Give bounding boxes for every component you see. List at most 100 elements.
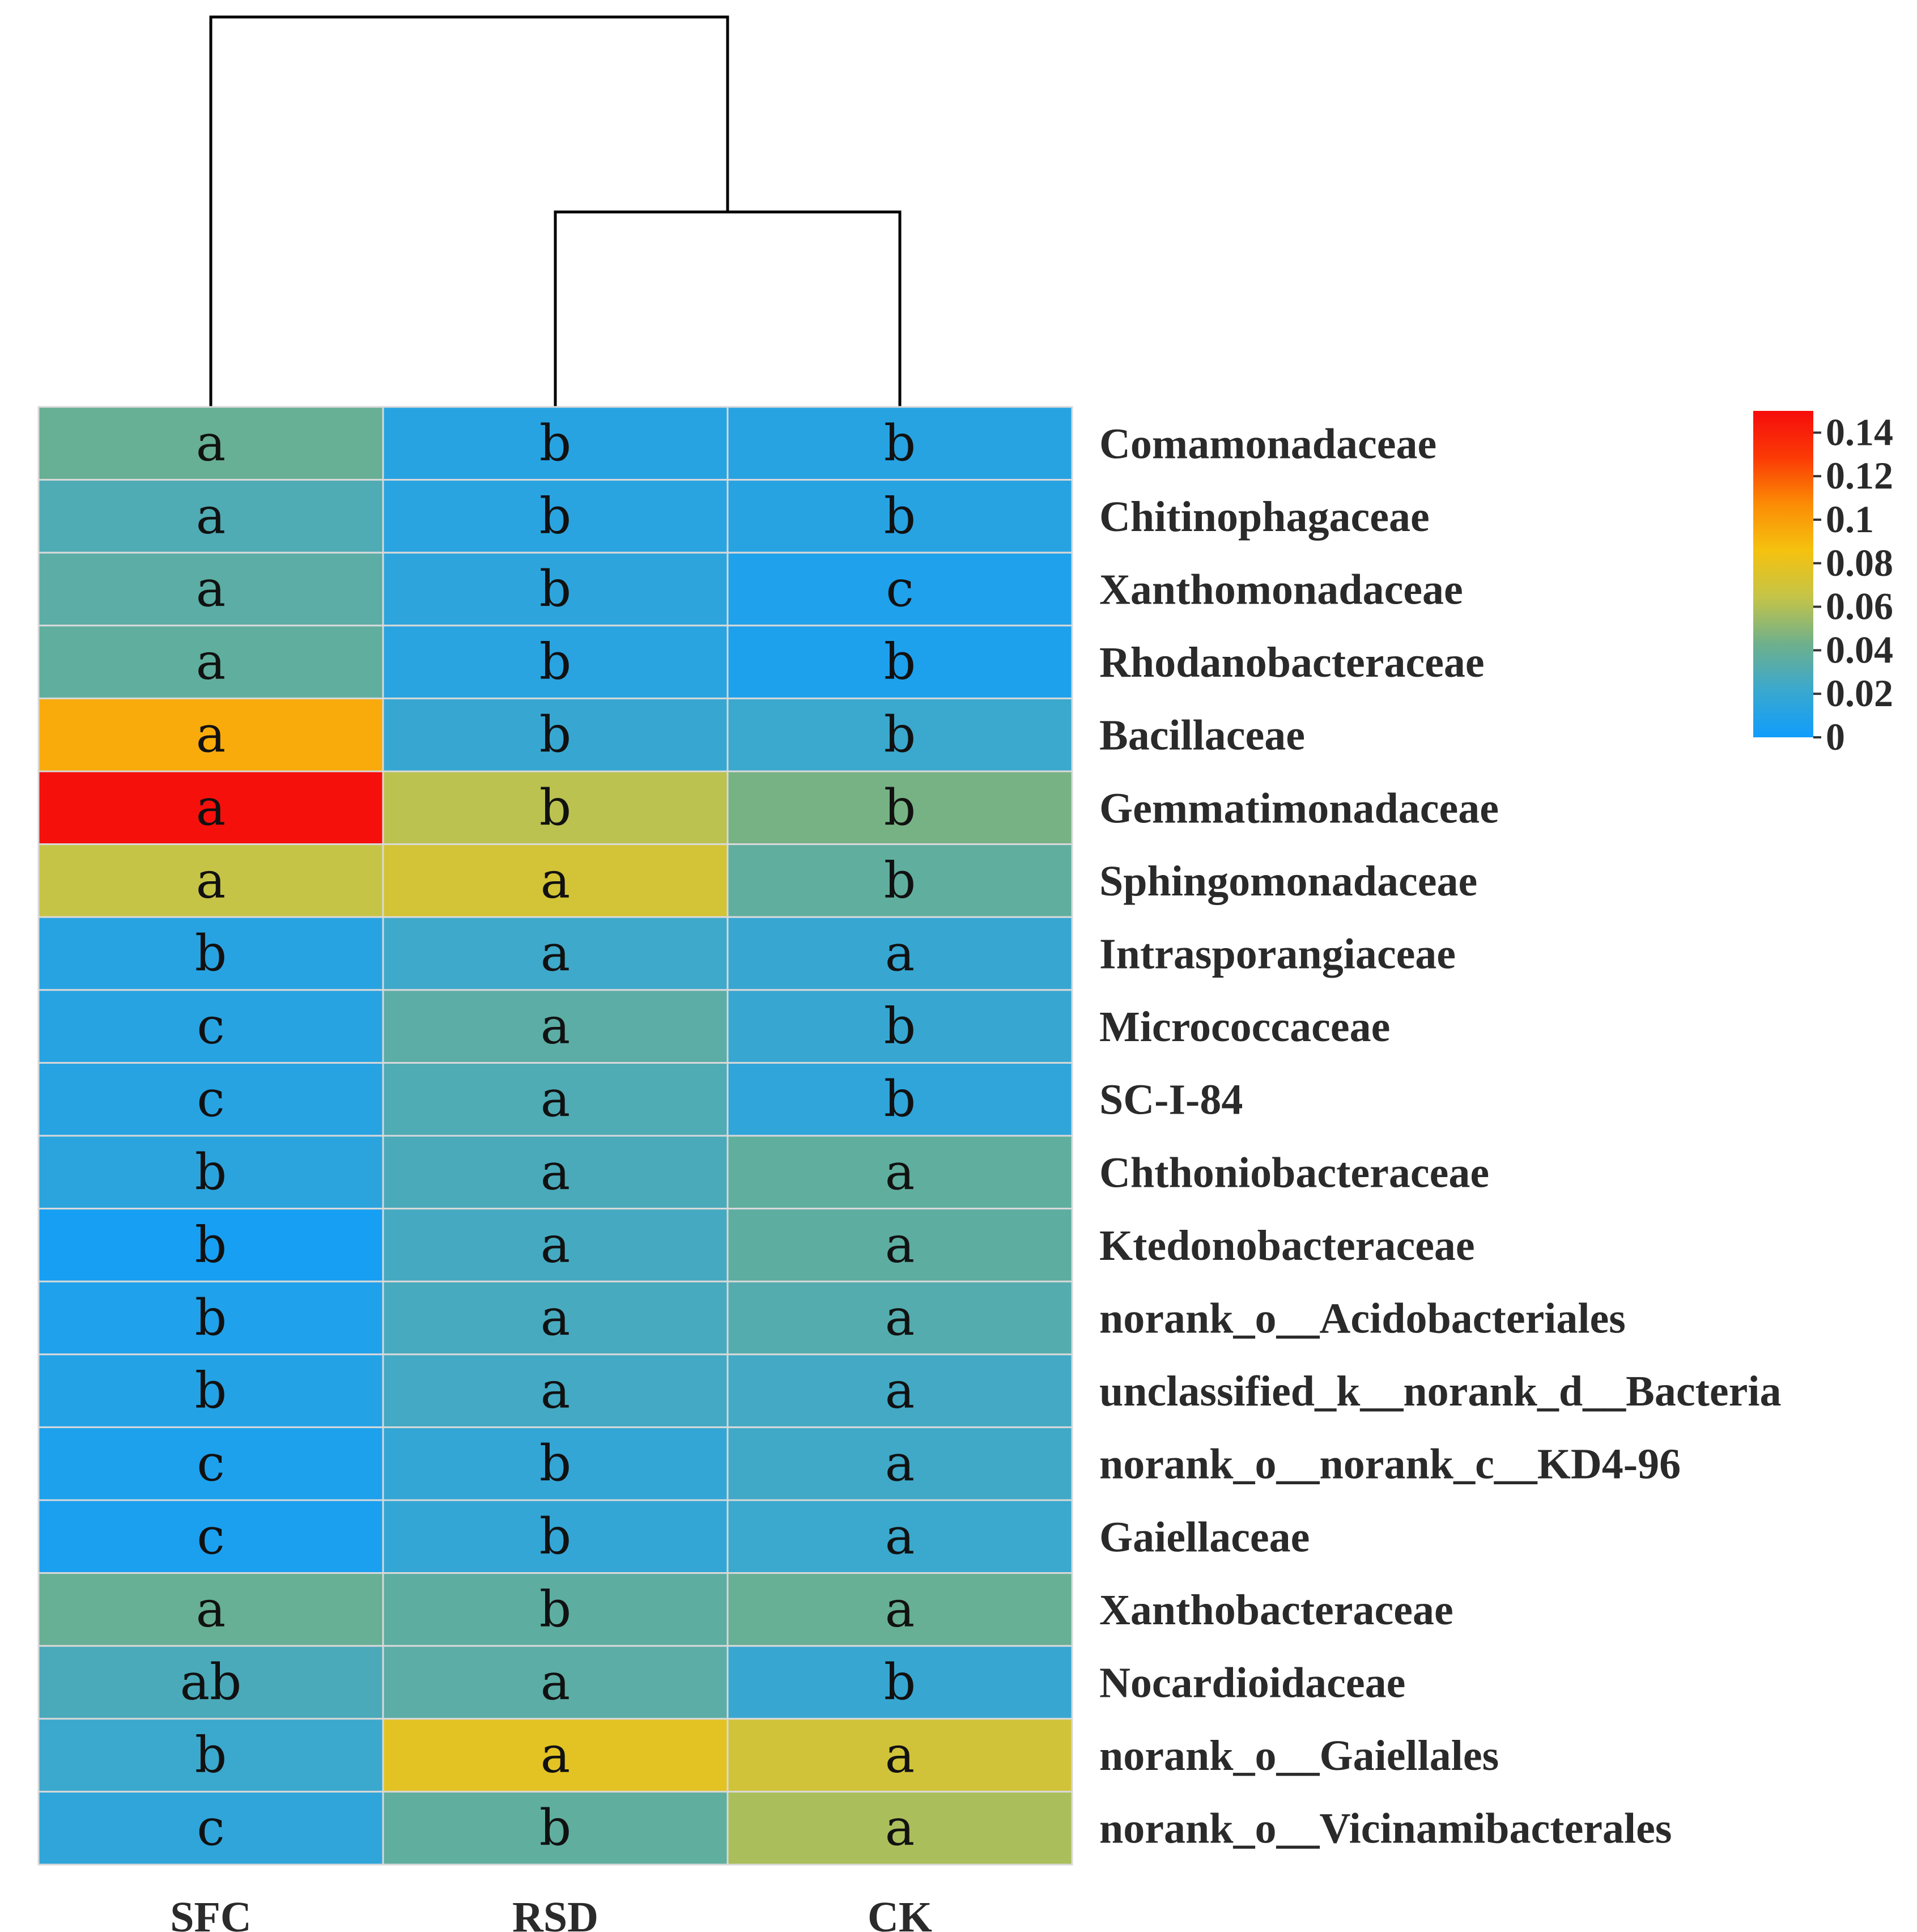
cell-letter: c — [886, 560, 913, 618]
cell-letter: a — [541, 851, 570, 910]
cell-letter: a — [885, 1726, 915, 1784]
cell-letter: b — [195, 1216, 227, 1274]
dendrogram-branch-2 — [209, 15, 729, 407]
heatmap-cell-rhodanobacteraceae-sfc — [37, 625, 384, 699]
heatmap-cell-micrococcaceae-sfc — [37, 989, 384, 1064]
heatmap-cell-bacillaceae-sfc — [37, 697, 384, 772]
cell-letter: b — [884, 851, 916, 910]
heatmap-cell-micrococcaceae-ck — [726, 989, 1073, 1064]
cell-letter: a — [196, 851, 226, 910]
heatmap-cell-gemmatimonadaceae-ck — [726, 770, 1073, 846]
row-label: Nocardioidaceae — [1099, 1659, 1405, 1707]
heatmap-cell-chthoniobacteraceae-rsd — [382, 1135, 729, 1210]
colorbar-tick-label: 0.14 — [1826, 410, 1893, 453]
colorbar-tick-label: 0.06 — [1826, 585, 1893, 628]
cell-letter: b — [539, 487, 571, 545]
cell-letter: b — [195, 1726, 227, 1784]
cell-letter: b — [884, 632, 916, 691]
cell-letter: b — [539, 1580, 571, 1638]
heatmap-cell-bacillaceae-ck — [726, 697, 1073, 772]
cell-letter: b — [539, 1799, 571, 1857]
heatmap-cell-rhodanobacteraceae-ck — [726, 625, 1073, 699]
cell-letter: b — [195, 1143, 227, 1201]
cell-letter: a — [196, 778, 226, 837]
cell-letter: b — [884, 706, 916, 764]
colorbar-tick-label: 0.08 — [1826, 541, 1893, 584]
heatmap-cell-xanthomonadaceae-rsd — [382, 551, 729, 627]
heatmap-cell-comamonadaceae-rsd — [382, 406, 729, 481]
cell-letter: a — [541, 1070, 570, 1128]
heatmap-cell-norank-o-vicinamibacterales-rsd — [382, 1790, 729, 1866]
cell-letter: a — [196, 632, 226, 691]
colorbar-tick-label: 0.12 — [1826, 454, 1893, 497]
row-label: Chthoniobacteraceae — [1099, 1149, 1489, 1196]
cell-letter: c — [197, 1434, 224, 1493]
dendrogram-branch-1 — [554, 210, 902, 407]
row-label: norank_o__norank_c__KD4-96 — [1099, 1441, 1681, 1488]
cell-letter: c — [197, 997, 224, 1055]
cell-letter: a — [541, 1143, 570, 1201]
heatmap-cell-micrococcaceae-rsd — [382, 989, 729, 1064]
cell-letter: a — [196, 414, 226, 472]
column-dendrogram — [209, 15, 902, 407]
heatmap-cell-xanthobacteraceae-ck — [726, 1572, 1073, 1647]
colorbar-tick-label: 0 — [1826, 715, 1845, 758]
heatmap-cell-ktedonobacteraceae-sfc — [37, 1208, 384, 1283]
cell-letter: a — [196, 1580, 226, 1638]
heatmap-cell-rhodanobacteraceae-rsd — [382, 625, 729, 699]
colorbar-tick-label: 0.02 — [1826, 672, 1893, 715]
row-label: Chitinophagaceae — [1099, 493, 1430, 541]
cell-letter: c — [197, 1799, 224, 1857]
row-label: norank_o__Gaiellales — [1099, 1732, 1499, 1780]
cell-letter: a — [885, 1799, 915, 1857]
heatmap-cell-nocardioidaceae-sfc — [37, 1645, 384, 1720]
cell-letter: a — [885, 924, 915, 983]
heatmap-cell-nocardioidaceae-ck — [726, 1645, 1073, 1720]
heatmap-cell-nocardioidaceae-rsd — [382, 1645, 729, 1720]
heatmap-cell-norank-o-acidobacteriales-sfc — [37, 1280, 384, 1356]
column-label-ck: CK — [868, 1893, 932, 1932]
row-label: Xanthobacteraceae — [1099, 1586, 1453, 1634]
heatmap-cell-ktedonobacteraceae-ck — [726, 1208, 1073, 1283]
row-label: Intrasporangiaceae — [1099, 931, 1456, 978]
cell-letter: b — [884, 1070, 916, 1128]
cell-letter: a — [885, 1507, 915, 1565]
heatmap-cell-sc-i-84-sfc — [37, 1061, 384, 1137]
cell-letter: b — [539, 414, 571, 472]
heatmap-cell-chitinophagaceae-ck — [726, 479, 1073, 554]
heatmap-cell-norank-o-acidobacteriales-rsd — [382, 1280, 729, 1356]
significance-letters: a b ba b ba b ca b ba b ba b ba a bb a ac a bc a bb a ab a ab a ab… — [180, 414, 916, 1857]
cell-letter: a — [541, 1653, 570, 1712]
row-label: Gaiellaceae — [1099, 1513, 1310, 1561]
heatmap-cell-xanthomonadaceae-ck — [726, 551, 1073, 627]
heatmap-cell-sphingomonadaceae-sfc — [37, 843, 384, 918]
column-labels: SFC RSD CK — [170, 1893, 932, 1932]
cell-letter: c — [197, 1507, 224, 1565]
row-label: Ktedonobacteraceae — [1099, 1222, 1475, 1269]
row-label: Bacillaceae — [1099, 712, 1305, 759]
heatmap-cell-norank-o-gaiellales-rsd — [382, 1718, 729, 1793]
colorbar-gradient — [1753, 411, 1813, 737]
row-label: Micrococcaceae — [1099, 1003, 1390, 1051]
heatmap-cell-norank-o-vicinamibacterales-sfc — [37, 1790, 384, 1866]
cell-letter: ab — [180, 1653, 242, 1712]
cell-letter: a — [541, 1289, 570, 1347]
row-label: SC-I-84 — [1099, 1076, 1243, 1124]
heatmap-cell-intrasporangiaceae-rsd — [382, 916, 729, 991]
row-label: norank_o__Acidobacteriales — [1099, 1295, 1626, 1343]
cell-letter: b — [195, 1361, 227, 1420]
heatmap-cell-norank-o-vicinamibacterales-ck — [726, 1790, 1073, 1866]
heatmap-cell-gaiellaceae-ck — [726, 1499, 1073, 1574]
row-label: Sphingomonadaceae — [1099, 857, 1477, 905]
row-label: Gemmatimonadaceae — [1099, 784, 1499, 832]
cell-letter: a — [885, 1580, 915, 1638]
column-label-sfc: SFC — [170, 1893, 252, 1932]
cell-letter: b — [884, 1653, 916, 1712]
heatmap-cell-ktedonobacteraceae-rsd — [382, 1208, 729, 1283]
heatmap-cell-chthoniobacteraceae-ck — [726, 1135, 1073, 1210]
column-label-rsd: RSD — [512, 1893, 598, 1932]
row-label: norank_o__Vicinamibacterales — [1099, 1805, 1672, 1853]
colorbar-tick-label: 0.1 — [1826, 498, 1874, 541]
cell-letter: b — [539, 706, 571, 764]
